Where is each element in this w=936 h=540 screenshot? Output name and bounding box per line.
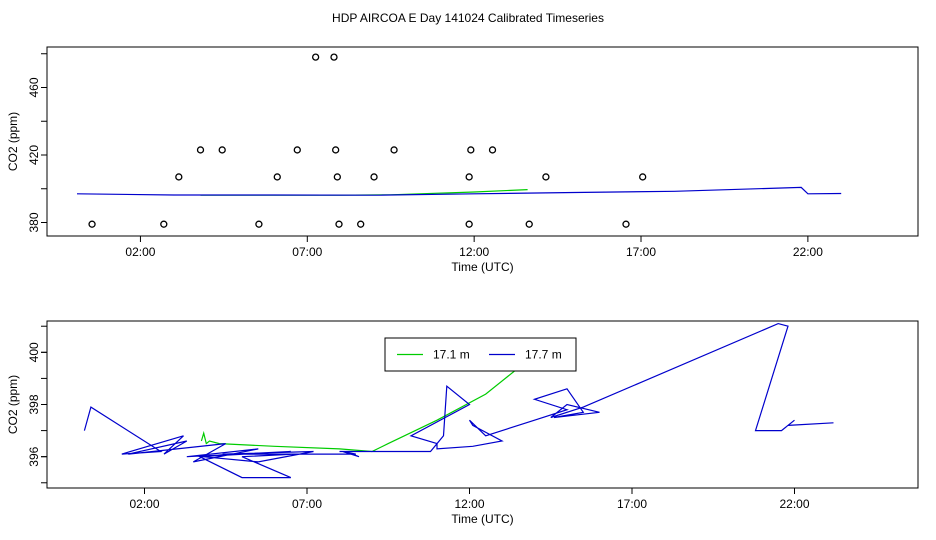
data-point (332, 146, 340, 154)
x-tick-label: 07:00 (292, 245, 322, 259)
x-tick-label: 12:00 (459, 245, 489, 259)
y-tick-label: 380 (27, 212, 41, 232)
data-point (370, 173, 378, 181)
plot-area (76, 53, 842, 228)
plot-area (83, 322, 834, 479)
data-point (639, 173, 647, 181)
x-tick-label: 22:00 (779, 497, 809, 511)
data-point (390, 146, 398, 154)
data-point (335, 220, 343, 228)
data-point (357, 220, 365, 228)
x-tick-label: 02:00 (125, 245, 155, 259)
data-point (467, 146, 475, 154)
legend-label: 17.1 m (433, 348, 470, 362)
data-point (333, 173, 341, 181)
x-tick-label: 17:00 (617, 497, 647, 511)
lower-panel: 02:00 07:00 12:00 17:00 22:00 396 398 400 Time (… (6, 320, 919, 526)
data-point (542, 173, 550, 181)
x-axis-label: Time (UTC) (451, 512, 513, 526)
plot-frame (46, 46, 919, 237)
data-point (273, 173, 281, 181)
series-line-17-7-m (76, 186, 842, 196)
legend-label: 17.7 m (525, 348, 562, 362)
y-axis-label: CO2 (ppm) (6, 112, 20, 171)
data-point (622, 220, 630, 228)
data-point (160, 220, 168, 228)
x-tick-label: 17:00 (626, 245, 656, 259)
data-point (196, 146, 205, 154)
data-point (465, 173, 473, 181)
data-point (330, 53, 338, 61)
series-line-17-1-m (200, 189, 528, 196)
data-point (488, 146, 497, 154)
data-point (311, 53, 320, 61)
y-tick-label: 398 (27, 394, 41, 414)
x-axis-label: Time (UTC) (451, 260, 513, 274)
y-tick-label: 460 (27, 77, 41, 97)
x-tick-label: 02:00 (129, 497, 159, 511)
y-axis-label: CO2 (ppm) (6, 375, 20, 434)
x-tick-label: 22:00 (793, 245, 823, 259)
x-tick-label: 12:00 (454, 497, 484, 511)
data-point (218, 146, 226, 154)
data-point (255, 220, 263, 228)
y-tick-label: 396 (27, 446, 41, 466)
figure-title: HDP AIRCOA E Day 141024 Calibrated Times… (332, 11, 604, 25)
data-point (175, 173, 183, 181)
upper-panel: 02:00 07:00 12:00 17:00 22:00 380 420 460 Time (… (6, 46, 919, 274)
y-tick-label: 420 (27, 145, 41, 165)
series-line-17-1-m (200, 367, 519, 453)
series-line-17-7-m (83, 322, 834, 479)
data-point (88, 220, 96, 228)
data-point (525, 220, 533, 228)
y-tick-label: 400 (27, 342, 41, 362)
data-point (293, 146, 301, 154)
data-point (465, 220, 473, 228)
x-tick-label: 07:00 (292, 497, 322, 511)
